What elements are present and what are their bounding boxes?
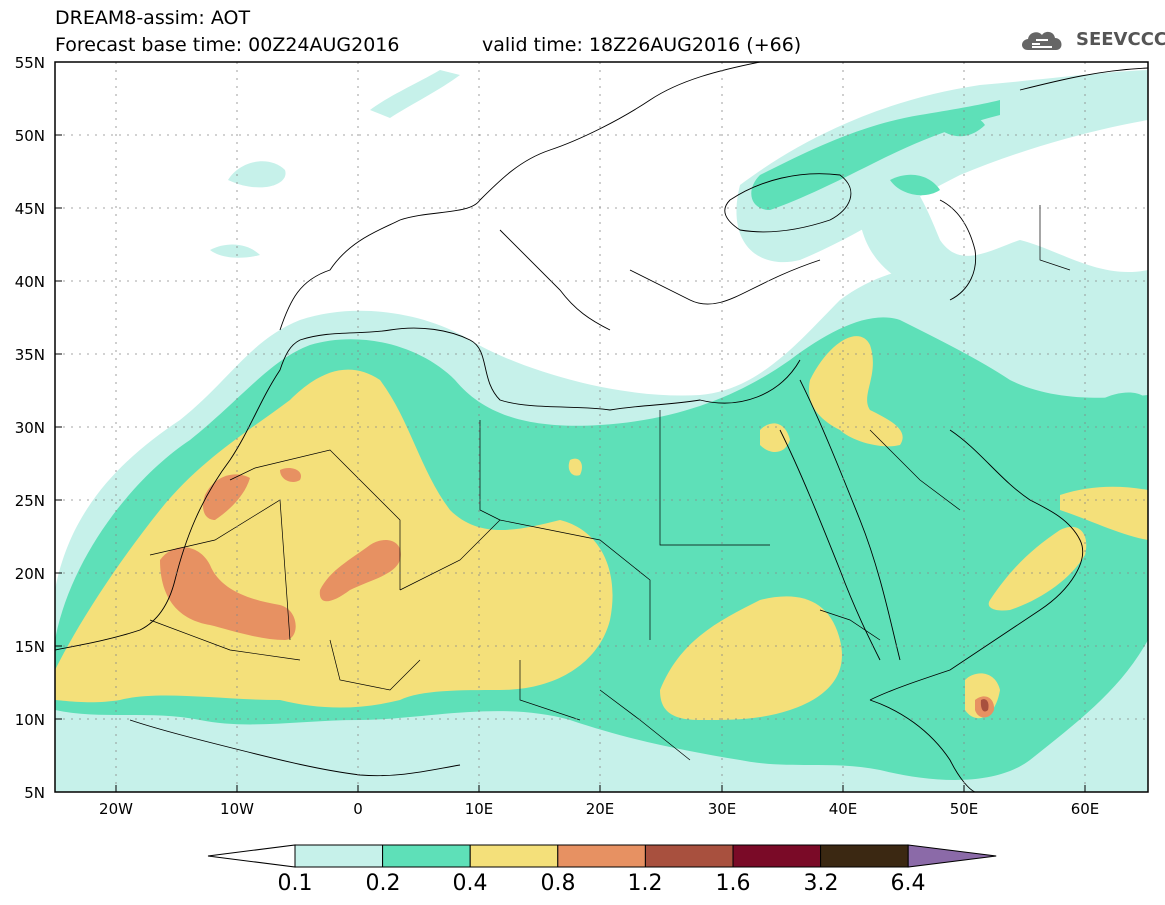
lon-label-60e: 60E bbox=[1070, 800, 1100, 818]
lon-label-30e: 30E bbox=[707, 800, 737, 818]
aot-level-1-2 bbox=[980, 699, 989, 712]
borders bbox=[149, 205, 1071, 761]
lat-label-5n: 5N bbox=[24, 784, 45, 802]
cloud-icon bbox=[1022, 31, 1062, 50]
colorbar-label-1-6: 1.6 bbox=[715, 871, 751, 896]
lon-label-0: 0 bbox=[353, 800, 363, 818]
lat-label-40n: 40N bbox=[14, 273, 45, 291]
grid-lines bbox=[55, 62, 1148, 792]
colorbar-label-0-2: 0.2 bbox=[365, 871, 401, 896]
colorbar-label-3-2: 3.2 bbox=[803, 871, 839, 896]
colorbar-label-6-4: 6.4 bbox=[890, 871, 926, 896]
title-line-2: Forecast base time: 00Z24AUG2016 bbox=[55, 34, 400, 56]
lat-label-20n: 20N bbox=[14, 565, 45, 583]
axis-ticks bbox=[55, 61, 1086, 793]
logo-text: SEEVCCC bbox=[1076, 29, 1165, 50]
lon-label-40e: 40E bbox=[828, 800, 858, 818]
title-line-1: DREAM8-assim: AOT bbox=[55, 7, 251, 29]
lat-label-45n: 45N bbox=[14, 200, 45, 218]
lat-label-15n: 15N bbox=[14, 638, 45, 656]
colorbar-label-0-4: 0.4 bbox=[452, 871, 488, 896]
lat-label-10n: 10N bbox=[14, 711, 45, 729]
colorbar-label-1-2: 1.2 bbox=[627, 871, 663, 896]
lon-label-10e: 10E bbox=[464, 800, 494, 818]
colorbar-label-0-8: 0.8 bbox=[540, 871, 576, 896]
lat-label-35n: 35N bbox=[14, 346, 45, 364]
lon-label-20e: 20E bbox=[585, 800, 615, 818]
lat-label-55n: 55N bbox=[14, 54, 45, 72]
lon-label-50e: 50E bbox=[949, 800, 979, 818]
colorbar-label-0-1: 0.1 bbox=[277, 871, 313, 896]
valid-time: valid time: 18Z26AUG2016 (+66) bbox=[482, 34, 802, 56]
lat-label-30n: 30N bbox=[14, 419, 45, 437]
lon-label-10w: 10W bbox=[220, 800, 254, 818]
coastlines bbox=[55, 62, 1148, 792]
lat-label-50n: 50N bbox=[14, 127, 45, 145]
lon-label-20w: 20W bbox=[99, 800, 133, 818]
lat-label-25n: 25N bbox=[14, 492, 45, 510]
aot-level-0-4 bbox=[55, 336, 1148, 720]
